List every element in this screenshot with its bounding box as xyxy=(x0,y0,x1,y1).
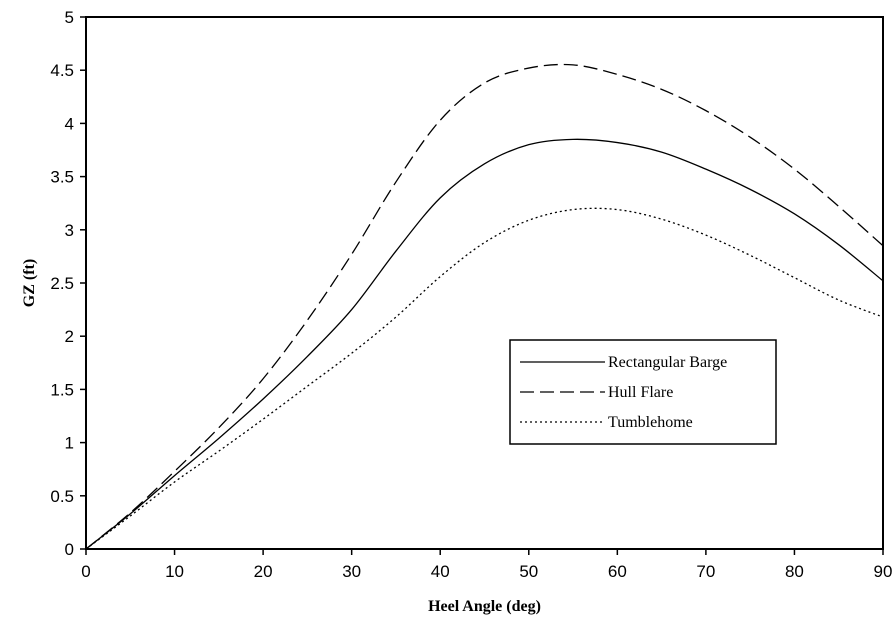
x-tick-label: 20 xyxy=(254,562,273,581)
y-tick-label: 4 xyxy=(65,114,74,133)
x-tick-label: 30 xyxy=(342,562,361,581)
x-tick-label: 40 xyxy=(431,562,450,581)
y-tick-label: 5 xyxy=(65,8,74,27)
y-tick-label: 3.5 xyxy=(50,168,74,187)
x-tick-label: 10 xyxy=(165,562,184,581)
y-axis-title: GZ (ft) xyxy=(21,259,38,307)
series-line-rectangular-barge xyxy=(85,138,884,550)
series-line-tumblehome xyxy=(85,207,884,550)
y-tick-label: 1.5 xyxy=(50,380,74,399)
x-tick-label: 80 xyxy=(785,562,804,581)
y-tick-label: 2 xyxy=(65,327,74,346)
legend-label: Rectangular Barge xyxy=(608,354,727,371)
x-tick-label: 70 xyxy=(696,562,715,581)
y-tick-label: 1 xyxy=(65,434,74,453)
y-tick-label: 0.5 xyxy=(50,487,74,506)
plot-area xyxy=(85,63,884,550)
x-tick-label: 50 xyxy=(519,562,538,581)
y-tick-label: 0 xyxy=(65,540,74,559)
y-tick-label: 2.5 xyxy=(50,274,74,293)
legend: Rectangular Barge Hull Flare Tumblehome xyxy=(509,339,777,445)
legend-label: Hull Flare xyxy=(608,384,673,401)
x-tick-label: 60 xyxy=(608,562,627,581)
y-tick-label: 4.5 xyxy=(50,61,74,80)
x-tick-label: 90 xyxy=(874,562,893,581)
series-line-hull-flare xyxy=(85,63,884,550)
legend-box xyxy=(509,339,777,445)
y-axis: 0 0.5 1 1.5 2 2.5 3 3.5 4 4.5 5 xyxy=(50,8,86,559)
y-tick-label: 3 xyxy=(65,221,74,240)
x-axis: 0 10 20 30 40 50 60 70 80 90 xyxy=(81,549,892,581)
x-axis-title: Heel Angle (deg) xyxy=(428,598,541,615)
x-tick-label: 0 xyxy=(81,562,90,581)
legend-label: Tumblehome xyxy=(608,414,693,431)
